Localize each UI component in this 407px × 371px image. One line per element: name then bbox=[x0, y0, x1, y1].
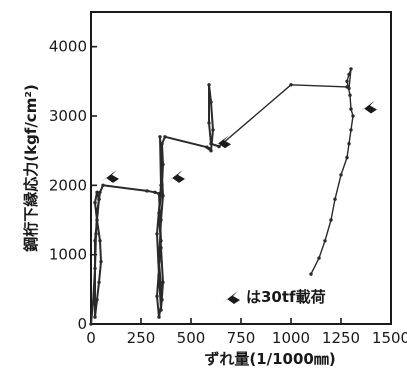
data-point bbox=[159, 239, 163, 243]
series-line-unloading bbox=[218, 68, 354, 275]
plot-frame bbox=[90, 11, 392, 325]
data-point bbox=[347, 86, 351, 91]
data-point bbox=[217, 144, 221, 149]
legend-arrow-icon bbox=[222, 291, 240, 304]
y-tick-label: 3000 bbox=[49, 107, 87, 125]
data-point bbox=[347, 142, 351, 146]
data-point bbox=[93, 201, 97, 205]
data-point bbox=[93, 315, 97, 319]
data-point bbox=[329, 218, 333, 222]
data-point bbox=[349, 107, 353, 111]
data-point bbox=[157, 259, 161, 264]
data-point bbox=[209, 100, 213, 104]
data-point bbox=[345, 155, 349, 160]
x-tick-label: 1000 bbox=[272, 329, 310, 347]
loading-arrow-icon bbox=[101, 169, 119, 183]
x-axis-title: ずれ量(1/1000㎜) bbox=[204, 350, 335, 368]
data-point bbox=[94, 232, 98, 236]
data-point bbox=[349, 128, 353, 132]
y-tick-label: 0 bbox=[77, 315, 87, 333]
x-tick-label: 750 bbox=[227, 329, 256, 347]
data-point bbox=[345, 79, 349, 84]
data-point bbox=[160, 142, 164, 146]
series-layer bbox=[89, 67, 355, 326]
data-point bbox=[157, 192, 161, 196]
data-point bbox=[157, 315, 161, 319]
data-point bbox=[333, 197, 337, 201]
data-point bbox=[159, 218, 163, 222]
y-tick-label: 4000 bbox=[49, 38, 87, 56]
data-point bbox=[97, 280, 101, 285]
data-point bbox=[351, 114, 355, 118]
x-tick-label: 0 bbox=[86, 329, 96, 347]
data-point bbox=[317, 256, 321, 260]
data-point bbox=[93, 266, 97, 271]
loading-markers bbox=[101, 100, 377, 183]
data-point bbox=[95, 211, 99, 215]
data-point bbox=[323, 239, 327, 243]
data-point bbox=[101, 183, 105, 187]
x-tick-label: 500 bbox=[177, 329, 206, 347]
data-point bbox=[153, 190, 157, 194]
data-point bbox=[89, 322, 93, 326]
data-point bbox=[349, 67, 353, 71]
data-point bbox=[91, 301, 95, 305]
data-point bbox=[95, 190, 99, 194]
data-point bbox=[161, 194, 165, 198]
data-point bbox=[211, 128, 215, 132]
data-point bbox=[98, 190, 102, 194]
data-point bbox=[160, 298, 164, 302]
data-point bbox=[157, 273, 161, 278]
x-axis-ticks: 0 250 500 750 1000 1250 1500 bbox=[86, 318, 407, 347]
data-point bbox=[348, 93, 352, 97]
series-line bbox=[90, 83, 220, 325]
data-point bbox=[161, 280, 165, 285]
x-tick-label: 250 bbox=[127, 329, 156, 347]
legend: は30tf載荷 bbox=[222, 288, 326, 306]
y-axis-ticks: 0 1000 2000 3000 4000 bbox=[49, 38, 97, 333]
data-point bbox=[347, 72, 351, 77]
data-point bbox=[160, 183, 164, 187]
y-tick-label: 2000 bbox=[49, 176, 87, 194]
data-point bbox=[207, 121, 211, 125]
data-point bbox=[93, 239, 97, 243]
y-tick-label: 1000 bbox=[49, 246, 87, 264]
data-point bbox=[155, 232, 159, 236]
x-tick-label: 1250 bbox=[322, 329, 360, 347]
data-point bbox=[159, 246, 163, 250]
data-point bbox=[95, 218, 99, 222]
data-point bbox=[207, 83, 211, 87]
data-point bbox=[99, 259, 103, 264]
data-point bbox=[159, 308, 163, 312]
data-point bbox=[157, 211, 161, 215]
loading-arrow-icon bbox=[167, 169, 185, 183]
data-point bbox=[163, 135, 167, 139]
legend-label: は30tf載荷 bbox=[246, 288, 326, 306]
x-tick-label: 1500 bbox=[372, 329, 407, 347]
data-point bbox=[98, 239, 102, 243]
data-point bbox=[309, 272, 313, 276]
data-point bbox=[95, 298, 99, 302]
y-axis-title: 鋼桁下縁応力(kgf/cm²) bbox=[22, 84, 40, 253]
data-point bbox=[155, 294, 159, 298]
data-point bbox=[145, 189, 149, 193]
data-point bbox=[289, 83, 293, 87]
data-point bbox=[209, 149, 213, 153]
data-point bbox=[97, 197, 101, 201]
loading-arrow-icon bbox=[359, 100, 377, 114]
data-point bbox=[209, 142, 213, 146]
data-point bbox=[161, 162, 165, 167]
data-point bbox=[158, 135, 162, 139]
data-point bbox=[339, 173, 343, 177]
loading-arrow-icon bbox=[213, 135, 231, 149]
